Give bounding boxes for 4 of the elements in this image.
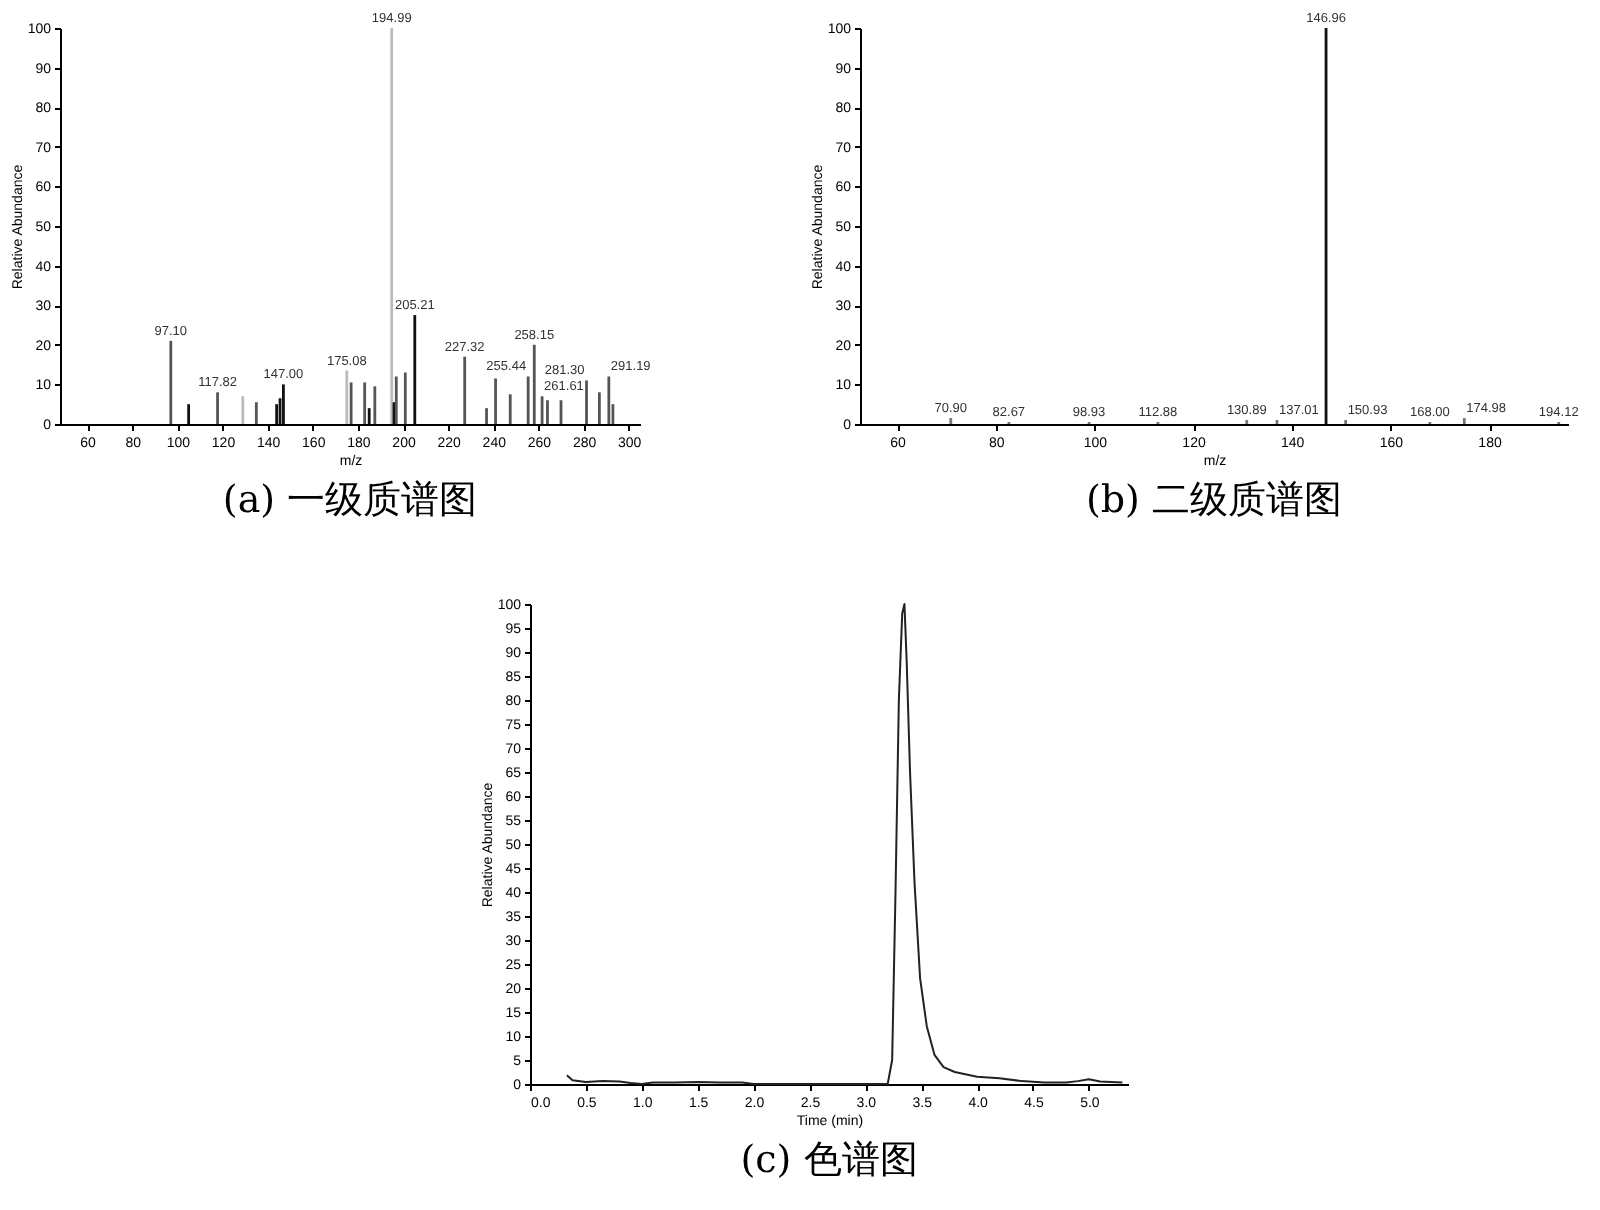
text: (c) 色谱图 (740, 1138, 918, 1182)
text: (a) 一级质谱图 (222, 478, 478, 522)
text: (b) 二级质谱图 (1085, 478, 1343, 522)
line-series (565, 603, 1124, 1085)
